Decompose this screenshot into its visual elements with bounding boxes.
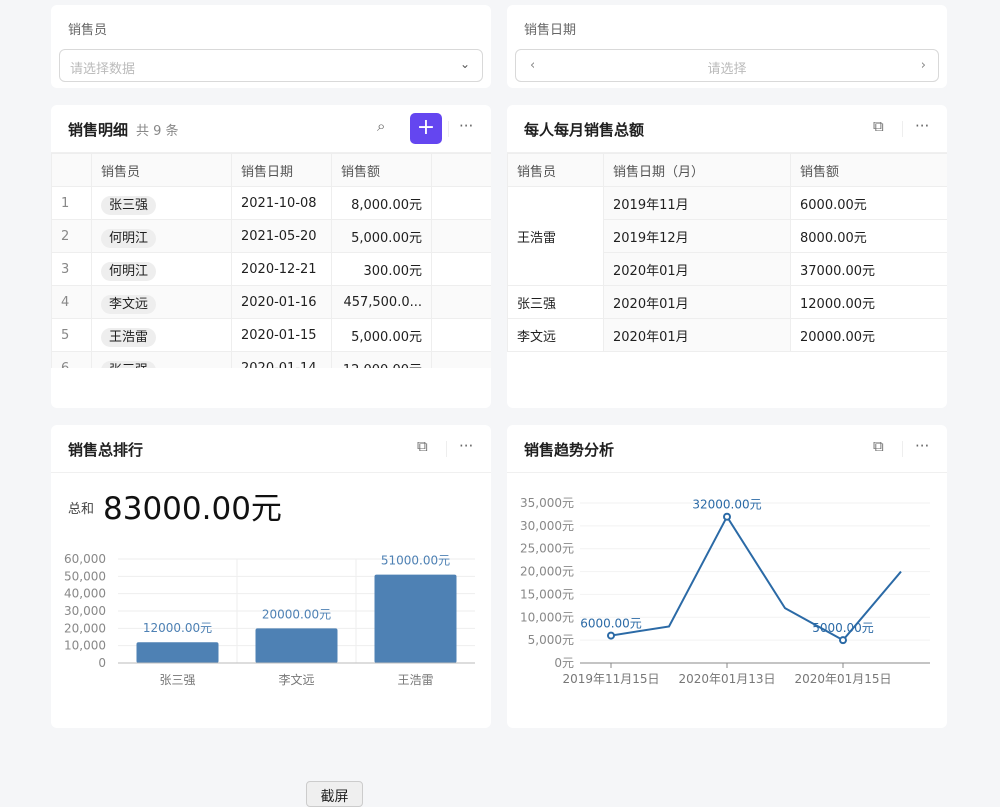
month-cell: 2019年12月 <box>603 219 791 253</box>
salesperson-cell: 李文远 <box>507 318 604 352</box>
sum-value: 83000.00元 <box>103 491 282 527</box>
card-title: 销售明细 <box>68 121 129 139</box>
table-row[interactable]: 4 李文远 2020-01-16 457,500.0... <box>51 285 491 319</box>
card-header: 销售总排行 ⧉ ··· <box>51 425 491 473</box>
table-row[interactable]: 3 何明江 2020-12-21 300.00元 <box>51 252 491 286</box>
row-index: 4 <box>51 285 92 319</box>
salesperson-tag: 李文远 <box>101 294 157 314</box>
column-header[interactable]: 销售日期（月） <box>603 153 791 187</box>
card-header: 每人每月销售总额 ⧉ ··· <box>507 105 947 153</box>
column-header[interactable]: 销售员 <box>507 153 604 187</box>
sale-amount: 12,000.00元 <box>331 351 432 368</box>
sale-date: 2021-05-20 <box>231 219 332 253</box>
amount-cell: 6000.00元 <box>790 186 947 220</box>
column-header[interactable]: 销售额 <box>331 153 432 187</box>
date-picker[interactable]: ‹ 请选择 › <box>515 49 939 82</box>
external-link-icon[interactable]: ⧉ <box>873 117 884 135</box>
sale-date: 2021-10-08 <box>231 186 332 220</box>
monthly-sales-table: 销售员 销售日期（月） 销售额 王浩雷 2019年11月 6000.00元 2019年1… <box>507 153 947 352</box>
salesperson-cell: 张三强 <box>507 285 604 319</box>
table-row[interactable]: 2 何明江 2021-05-20 5,000.00元 <box>51 219 491 253</box>
table-row[interactable]: 5 王浩雷 2020-01-15 5,000.00元 <box>51 318 491 352</box>
date-filter-label: 销售日期 <box>524 23 577 38</box>
salesperson-tag: 张三强 <box>101 360 157 368</box>
external-link-icon[interactable]: ⧉ <box>417 437 428 455</box>
salesperson-tag: 何明江 <box>101 261 157 281</box>
table-row[interactable]: 1 张三强 2021-10-08 8,000.00元 <box>51 186 491 220</box>
add-button[interactable]: + <box>410 113 442 144</box>
card-title: 销售总排行 <box>68 441 144 459</box>
card-title: 销售趋势分析 <box>524 441 615 459</box>
sale-amount: 8,000.00元 <box>331 186 432 220</box>
salesperson-cell: 王浩雷 <box>507 186 604 286</box>
card-header: 销售明细共 9 条 ⌕ + ··· <box>51 105 491 153</box>
sale-date: 2020-12-21 <box>231 252 332 286</box>
month-cell: 2020年01月 <box>603 285 791 319</box>
date-placeholder: 请选择 <box>707 62 747 77</box>
month-cell: 2020年01月 <box>603 318 791 352</box>
row-index: 5 <box>51 318 92 352</box>
sale-amount: 5,000.00元 <box>331 219 432 253</box>
date-filter-card: 销售日期 ‹ 请选择 › <box>507 5 947 88</box>
card-title: 每人每月销售总额 <box>524 121 645 139</box>
sum-label: 总和 <box>68 502 95 517</box>
sale-amount: 457,500.0... <box>331 285 432 319</box>
salesperson-filter-label: 销售员 <box>68 23 108 38</box>
table-row: 王浩雷 2019年11月 6000.00元 <box>507 186 947 286</box>
table-row: 李文远 2020年01月 20000.00元 <box>507 318 947 352</box>
amount-cell: 12000.00元 <box>790 285 947 319</box>
sales-detail-table: 销售员 销售日期 销售额 1 张三强 2021-10-08 8,000.00元 2 何明江 2… <box>51 153 491 368</box>
table-row: 2020年01月 37000.00元 <box>508 252 947 286</box>
screenshot-button[interactable]: 截屏 <box>306 781 363 807</box>
salesperson-select[interactable]: 请选择数据 ⌄ <box>59 49 483 82</box>
salesperson-tag: 何明江 <box>101 228 157 248</box>
chevron-left-icon[interactable]: ‹ <box>530 58 536 73</box>
more-icon[interactable]: ··· <box>459 117 474 135</box>
amount-cell: 8000.00元 <box>790 219 947 253</box>
chevron-right-icon[interactable]: › <box>920 58 926 73</box>
sales-ranking-card: 销售总排行 ⧉ ··· 总和 83000.00元 <box>51 425 491 728</box>
sales-detail-card: 销售明细共 9 条 ⌕ + ··· 销售员 销售日期 销售额 1 张三强 2021-1… <box>51 105 491 408</box>
table-row: 张三强 2020年01月 12000.00元 <box>507 285 947 319</box>
salesperson-placeholder: 请选择数据 <box>70 62 136 77</box>
sale-amount: 300.00元 <box>331 252 432 286</box>
month-cell: 2020年01月 <box>603 252 791 286</box>
card-header: 销售趋势分析 ⧉ ··· <box>507 425 947 473</box>
salesperson-tag: 王浩雷 <box>101 327 157 347</box>
column-header[interactable]: 销售额 <box>790 153 947 187</box>
sales-trend-card: 销售趋势分析 ⧉ ··· <box>507 425 947 728</box>
amount-cell: 37000.00元 <box>790 252 947 286</box>
column-header[interactable]: 销售日期 <box>231 153 332 187</box>
row-index: 1 <box>51 186 92 220</box>
salesperson-tag: 张三强 <box>101 195 157 215</box>
more-icon[interactable]: ··· <box>459 437 474 455</box>
search-icon[interactable]: ⌕ <box>377 117 386 135</box>
month-cell: 2019年11月 <box>603 186 791 220</box>
column-header[interactable]: 销售员 <box>91 153 232 187</box>
row-index: 6 <box>51 351 92 368</box>
monthly-sales-card: 每人每月销售总额 ⧉ ··· 销售员 销售日期（月） 销售额 王浩雷 2019年11… <box>507 105 947 408</box>
table-row[interactable]: 6 张三强 2020-01-1412,000.00元 <box>51 351 491 368</box>
chevron-down-icon: ⌄ <box>459 57 470 71</box>
salesperson-filter-card: 销售员 请选择数据 ⌄ <box>51 5 491 88</box>
sale-amount: 5,000.00元 <box>331 318 432 352</box>
record-count: 共 9 条 <box>136 124 179 139</box>
table-row: 2019年12月 8000.00元 <box>508 219 947 253</box>
sale-date: 2020-01-14 <box>231 351 332 368</box>
more-icon[interactable]: ··· <box>915 437 930 455</box>
sale-date: 2020-01-16 <box>231 285 332 319</box>
more-icon[interactable]: ··· <box>915 117 930 135</box>
row-index: 2 <box>51 219 92 253</box>
sale-date: 2020-01-15 <box>231 318 332 352</box>
external-link-icon[interactable]: ⧉ <box>873 437 884 455</box>
amount-cell: 20000.00元 <box>790 318 947 352</box>
row-index: 3 <box>51 252 92 286</box>
